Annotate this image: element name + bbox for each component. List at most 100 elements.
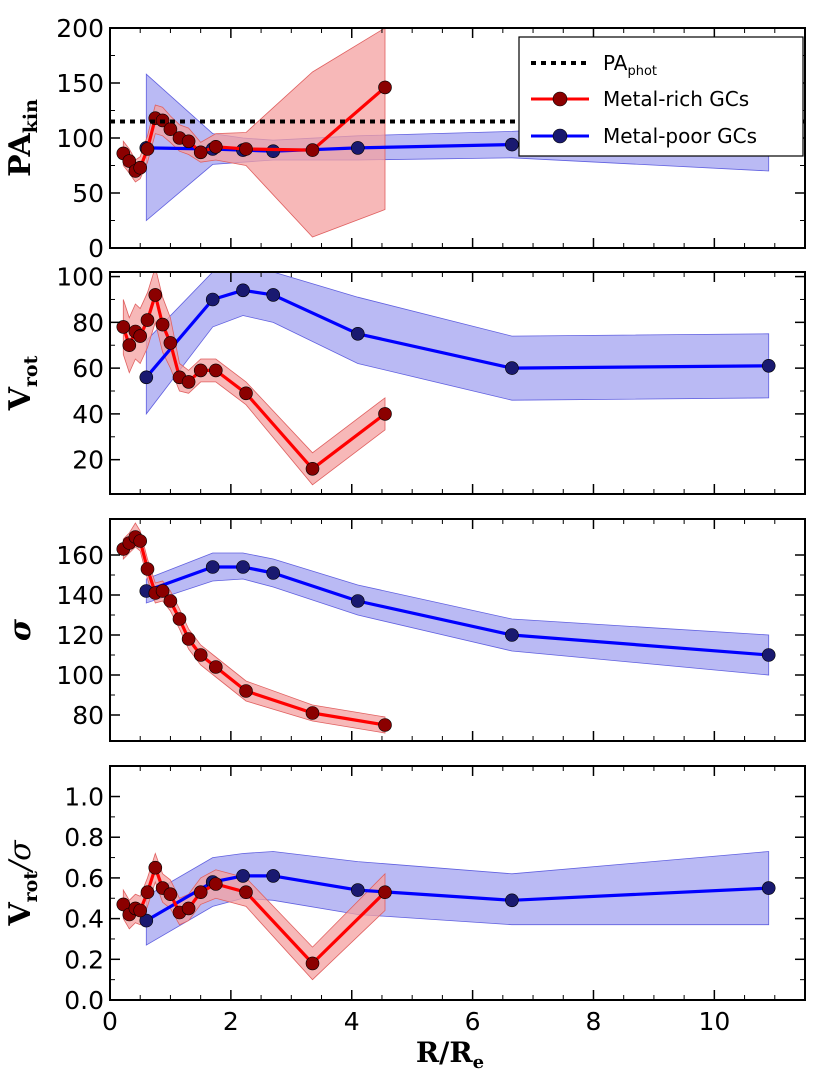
metal-poor-point	[761, 358, 776, 373]
panel-frame	[109, 765, 806, 1001]
plot-area	[116, 272, 776, 486]
metal-rich-point	[305, 706, 320, 720]
metal-poor-point	[350, 883, 365, 897]
metal-poor-point	[505, 628, 519, 642]
metal-rich-point	[181, 632, 196, 646]
metal-rich-point	[209, 660, 223, 674]
metal-rich-point	[239, 684, 253, 698]
panel-vrot: 20 40 60 80 100 Vrot	[3, 263, 806, 495]
metal-rich-point	[239, 142, 253, 156]
metal-rich-band	[122, 522, 386, 734]
panel-sigma: 80 100 120 140 160 σ	[3, 518, 806, 742]
metal-rich-point	[133, 534, 147, 548]
metal-rich-point	[305, 461, 320, 476]
y-tick-label: 0.4	[64, 905, 104, 934]
legend-poor-label: Metal-poor GCs	[603, 124, 757, 148]
metal-rich-point	[193, 648, 208, 662]
metal-rich-point	[378, 80, 392, 95]
metal-poor-point	[236, 560, 250, 574]
metal-poor-point	[236, 283, 250, 298]
metal-rich-point	[140, 562, 155, 576]
metal-poor-point	[350, 326, 365, 341]
legend-poor-marker	[552, 128, 568, 144]
metal-rich-point	[239, 885, 253, 900]
metal-poor-point	[761, 881, 776, 895]
x-tick-label: 0	[102, 1007, 118, 1036]
metal-rich-point	[378, 407, 392, 421]
y-tick-label: 100	[56, 661, 104, 690]
metal-rich-point	[378, 718, 392, 732]
y-tick-label: 120	[56, 621, 104, 650]
metal-poor-point	[236, 869, 250, 883]
metal-rich-point	[122, 154, 137, 168]
y-axis-label: Vrot/σ	[3, 839, 42, 927]
metal-rich-point	[133, 160, 147, 175]
metal-poor-point	[505, 361, 519, 375]
metal-rich-point	[163, 594, 178, 608]
x-axis-label: R/Re	[416, 1036, 484, 1073]
y-tick-label: 20	[72, 446, 104, 475]
metal-rich-point	[116, 320, 131, 334]
y-tick-label: 40	[72, 400, 104, 429]
metal-poor-point	[761, 648, 776, 662]
x-tick-label: 6	[465, 1007, 481, 1036]
metal-rich-point	[209, 363, 223, 378]
x-tick-label: 4	[344, 1007, 360, 1036]
metal-rich-point	[193, 145, 208, 160]
metal-rich-point	[193, 363, 208, 378]
metal-rich-point	[305, 956, 320, 971]
metal-rich-point	[181, 134, 196, 149]
y-tick-label: 160	[56, 541, 104, 570]
metal-rich-point	[140, 142, 155, 156]
y-tick-label: 150	[56, 69, 104, 98]
metal-poor-point	[139, 913, 154, 928]
y-tick-label: 200	[56, 14, 104, 43]
metal-rich-point	[378, 885, 392, 900]
metal-poor-point	[505, 137, 519, 152]
metal-rich-point	[305, 143, 320, 157]
y-tick-label: 80	[72, 701, 104, 730]
metal-rich-point	[140, 885, 155, 900]
metal-rich-point	[122, 338, 137, 353]
x-tick-label: 8	[586, 1007, 602, 1036]
metal-poor-point	[505, 893, 519, 908]
y-tick-label: 0.0	[64, 986, 104, 1015]
metal-poor-point	[266, 566, 281, 580]
metal-rich-band	[122, 28, 386, 238]
panel-frame	[109, 518, 806, 742]
metal-rich-point	[209, 877, 223, 891]
plot-area	[116, 851, 776, 981]
x-tick-label: 2	[223, 1007, 239, 1036]
y-tick-label: 50	[72, 179, 104, 208]
metal-rich-point	[148, 860, 163, 875]
metal-rich-point	[133, 903, 147, 918]
y-axis-label: PAkin	[3, 99, 42, 177]
legend-rich-marker	[552, 91, 568, 107]
metal-rich-point	[181, 375, 196, 389]
metal-rich-point	[209, 140, 223, 154]
metal-poor-point	[350, 141, 365, 155]
metal-poor-point	[139, 370, 154, 385]
metal-rich-point	[163, 336, 178, 350]
metal-rich-point	[133, 329, 147, 343]
y-tick-label: 100	[56, 124, 104, 153]
metal-poor-point	[205, 292, 220, 307]
metal-rich-point	[155, 317, 170, 332]
metal-poor-point	[266, 288, 281, 302]
metal-poor-point	[266, 869, 281, 883]
x-tick-label: 10	[698, 1007, 730, 1036]
y-tick-label: 140	[56, 581, 104, 610]
y-axis-label: Vrot	[3, 355, 42, 411]
metal-rich-point	[163, 887, 178, 902]
metal-rich-point	[193, 885, 208, 900]
metal-rich-point	[148, 288, 163, 302]
y-tick-label: 0.2	[64, 945, 104, 974]
metal-rich-point	[140, 313, 155, 327]
metal-rich-point	[181, 901, 196, 916]
plot-area	[116, 522, 776, 734]
x-tick-labels: 0 2 4 6 8 10	[102, 1007, 730, 1036]
legend-phot-label: PAphot	[603, 51, 657, 79]
metal-rich-point	[172, 612, 187, 626]
metal-poor-point	[350, 594, 365, 608]
metal-rich-point	[116, 897, 131, 912]
